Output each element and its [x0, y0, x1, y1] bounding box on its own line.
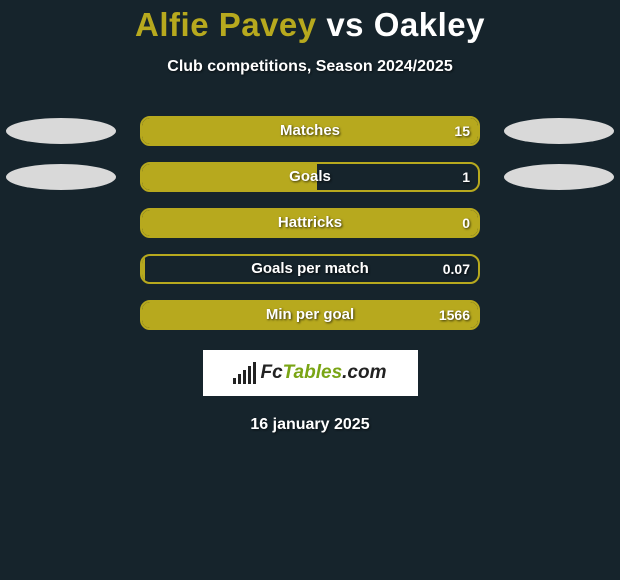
stat-bar-track: Hattricks0	[140, 208, 480, 238]
logo-bar	[243, 370, 246, 384]
player-ellipse-left	[6, 164, 116, 190]
stat-value: 15	[454, 118, 470, 144]
logo-suffix: .com	[342, 362, 386, 383]
logo-inner: FcTables.com	[233, 362, 386, 384]
stat-row: Min per goal1566	[0, 300, 620, 330]
logo-highlight: Tables	[283, 362, 343, 383]
comparison-chart: Matches15 Goals1 Hattricks0 Goals per match…	[0, 116, 620, 330]
player-ellipse-left	[6, 118, 116, 144]
stat-row: Hattricks0	[0, 208, 620, 238]
date-label: 16 january 2025	[0, 416, 620, 434]
logo-text: FcTables.com	[260, 362, 386, 384]
stat-value: 1566	[439, 302, 470, 328]
title-player2: Oakley	[374, 6, 485, 43]
title-player1: Alfie Pavey	[135, 6, 317, 43]
stat-bar-track: Matches15	[140, 116, 480, 146]
stat-label: Goals	[142, 164, 478, 190]
stat-value: 1	[462, 164, 470, 190]
stat-label: Matches	[142, 118, 478, 144]
player-ellipse-right	[504, 118, 614, 144]
stat-bar-track: Goals1	[140, 162, 480, 192]
logo-bar	[233, 378, 236, 384]
title-vs: vs	[326, 6, 364, 43]
fctables-logo: FcTables.com	[203, 350, 418, 396]
logo-bar	[248, 366, 251, 384]
stat-row: Goals per match0.07	[0, 254, 620, 284]
stat-bar-track: Goals per match0.07	[140, 254, 480, 284]
logo-bars-icon	[233, 362, 256, 384]
logo-bar	[253, 362, 256, 384]
logo-bar	[238, 374, 241, 384]
player-ellipse-right	[504, 164, 614, 190]
stat-value: 0	[462, 210, 470, 236]
logo-prefix: Fc	[260, 362, 282, 383]
subtitle: Club competitions, Season 2024/2025	[0, 58, 620, 76]
stat-value: 0.07	[443, 256, 470, 282]
stat-row: Goals1	[0, 162, 620, 192]
stat-label: Min per goal	[142, 302, 478, 328]
stat-row: Matches15	[0, 116, 620, 146]
stat-label: Goals per match	[142, 256, 478, 282]
page-title: Alfie Pavey vs Oakley	[0, 6, 620, 44]
stat-bar-track: Min per goal1566	[140, 300, 480, 330]
comparison-card: Alfie Pavey vs Oakley Club competitions,…	[0, 0, 620, 434]
stat-label: Hattricks	[142, 210, 478, 236]
